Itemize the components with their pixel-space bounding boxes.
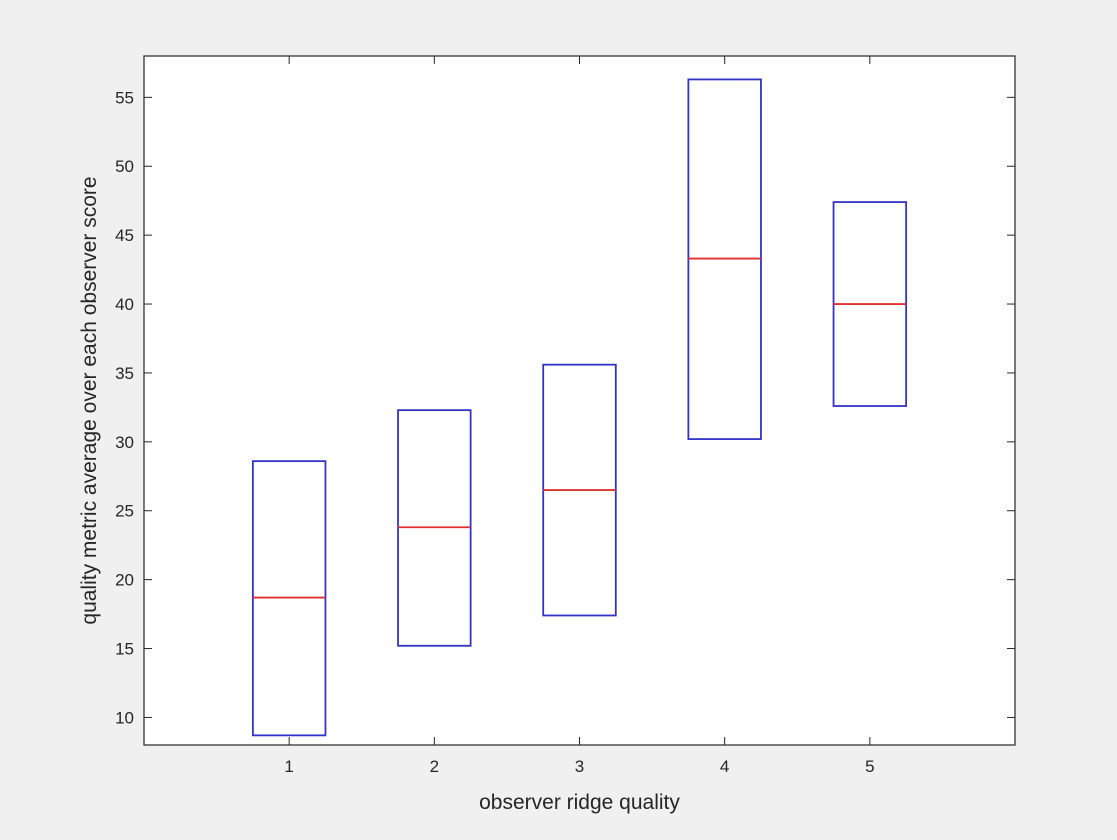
y-tick-label-55: 55 <box>115 88 134 107</box>
y-axis-label: quality metric average over each observe… <box>78 176 101 624</box>
x-axis-label: observer ridge quality <box>479 791 680 814</box>
y-tick-label-50: 50 <box>115 157 134 176</box>
y-tick-label-15: 15 <box>115 640 134 659</box>
y-tick-label-35: 35 <box>115 364 134 383</box>
y-tick-label-30: 30 <box>115 433 134 452</box>
y-tick-label-40: 40 <box>115 295 134 314</box>
y-tick-label-10: 10 <box>115 708 134 727</box>
y-tick-label-25: 25 <box>115 502 134 521</box>
x-tick-label-4: 4 <box>720 757 729 776</box>
x-tick-label-1: 1 <box>284 757 293 776</box>
x-tick-label-3: 3 <box>575 757 584 776</box>
y-tick-label-45: 45 <box>115 226 134 245</box>
x-tick-label-2: 2 <box>430 757 439 776</box>
boxes-layer <box>251 78 908 737</box>
y-tick-label-20: 20 <box>115 571 134 590</box>
x-tick-label-5: 5 <box>865 757 874 776</box>
axes-background <box>144 56 1015 745</box>
